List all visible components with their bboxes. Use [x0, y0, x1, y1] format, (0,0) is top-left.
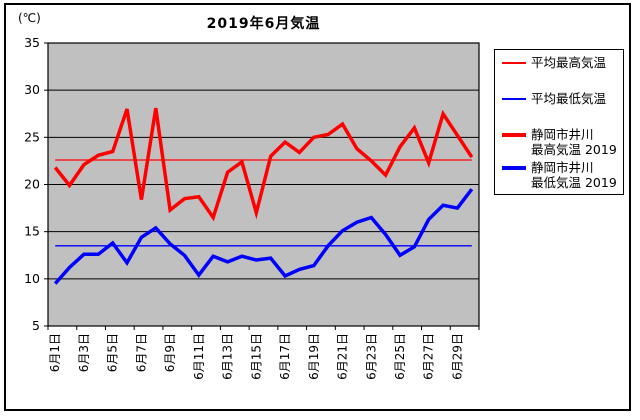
legend-line-swatch-icon — [502, 62, 526, 64]
plot-border — [47, 42, 480, 327]
legend-line-swatch-icon — [502, 98, 526, 100]
series-min-2019-line — [53, 188, 474, 285]
legend-label: 平均最高気温 — [531, 55, 607, 70]
x-axis-label: 6月21日 — [336, 333, 350, 380]
legend-label: 静岡市井川 最低気温 2019 — [531, 160, 617, 190]
legend-item: 静岡市井川 最低気温 2019 — [502, 160, 621, 190]
x-axis-label: 6月5日 — [106, 333, 120, 372]
x-axis-label: 6月13日 — [221, 333, 235, 380]
legend-label: 平均最低気温 — [531, 91, 607, 106]
x-axis-label: 6月25日 — [393, 333, 407, 380]
x-axis-label: 6月3日 — [77, 333, 91, 372]
x-axis-label: 6月15日 — [249, 333, 263, 380]
y-axis-label: 25 — [24, 129, 40, 144]
legend-line-swatch-icon — [502, 133, 526, 137]
legend: 平均最高気温 平均最低気温静岡市井川 最高気温 2019 静岡市井川 最低気温 20… — [494, 49, 624, 195]
y-axis-label: 10 — [24, 271, 40, 286]
x-axis-label: 6月7日 — [134, 333, 148, 372]
x-axis-label: 6月17日 — [278, 333, 292, 380]
y-axis-unit-label: (℃) — [18, 11, 41, 25]
legend-item: 平均最高気温 — [502, 55, 621, 82]
y-axis-label: 5 — [32, 318, 40, 333]
y-axis-label: 20 — [24, 177, 40, 192]
y-axis-label: 15 — [24, 224, 40, 239]
legend-item: 平均最低気温 — [502, 91, 621, 118]
x-axis-label: 6月27日 — [422, 333, 436, 380]
legend-item: 静岡市井川 最高気温 2019 — [502, 127, 621, 157]
series-max-2019-line — [53, 107, 474, 222]
legend-label: 静岡市井川 最高気温 2019 — [531, 127, 617, 157]
y-axis-label: 30 — [24, 82, 40, 97]
y-axis-label: 35 — [24, 35, 40, 50]
x-axis-label: 6月9日 — [163, 333, 177, 372]
x-axis-label: 6月19日 — [307, 333, 321, 380]
x-axis-label: 6月29日 — [450, 333, 464, 380]
legend-line-swatch-icon — [502, 166, 526, 170]
x-axis-label: 6月11日 — [192, 333, 206, 380]
x-axis-label: 6月23日 — [364, 333, 378, 380]
chart-title: 2019年6月気温 — [206, 16, 321, 32]
x-axis-label: 6月1日 — [48, 333, 62, 372]
